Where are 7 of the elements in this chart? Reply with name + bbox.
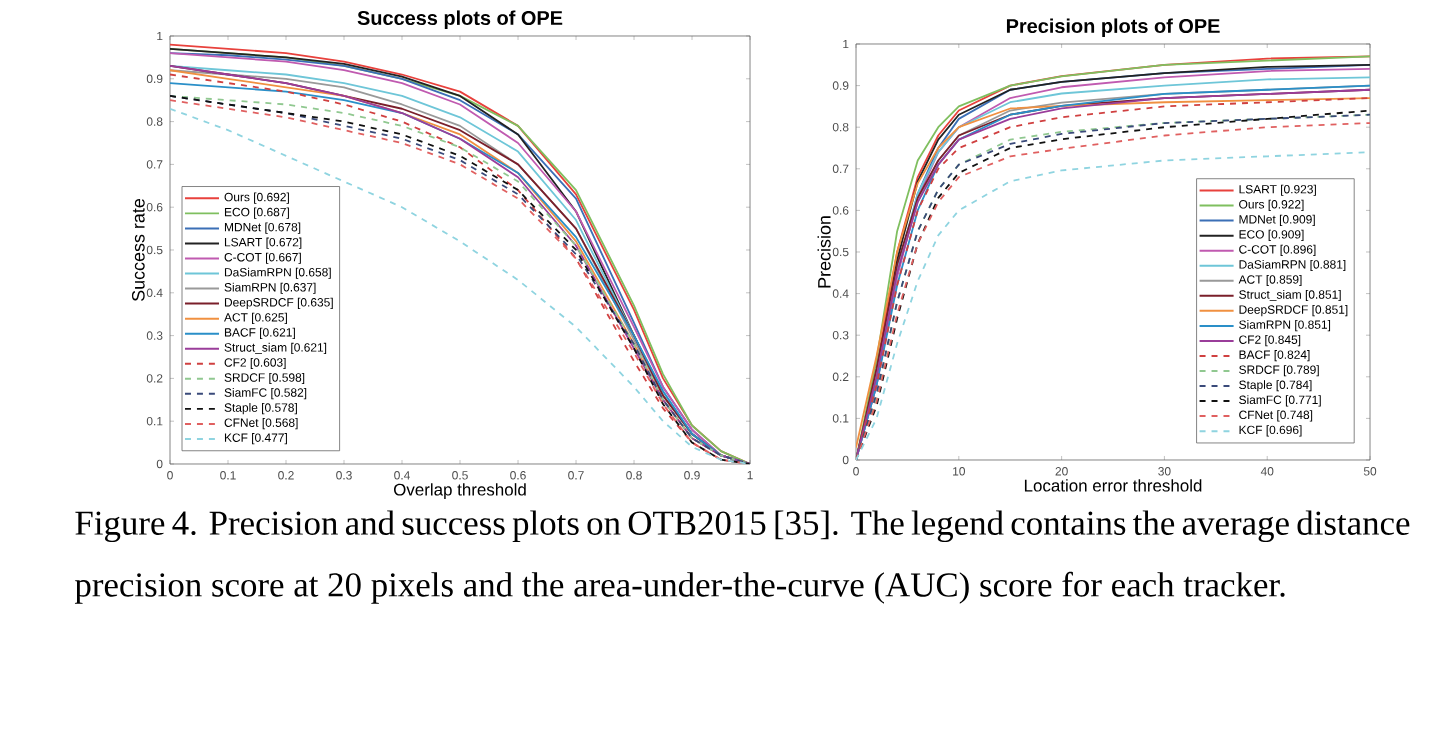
caption: Figure 4. Precision and success plots on OTB2015 [35]. The legend contains the average distance precision score at 20 pixels and the area-under-the-curve (AUC) score for each tracker. — [74, 510, 1410, 604]
chart-title: Precision plots of OPE — [1006, 18, 1220, 37]
y-axis-title: Precision — [817, 216, 831, 288]
x-axis-title: Location error threshold — [1024, 479, 1202, 492]
chart-title: Success plots of OPE — [357, 10, 563, 29]
y-axis-title: Success rate — [131, 198, 145, 302]
x-axis-title: Overlap threshold — [393, 483, 526, 499]
